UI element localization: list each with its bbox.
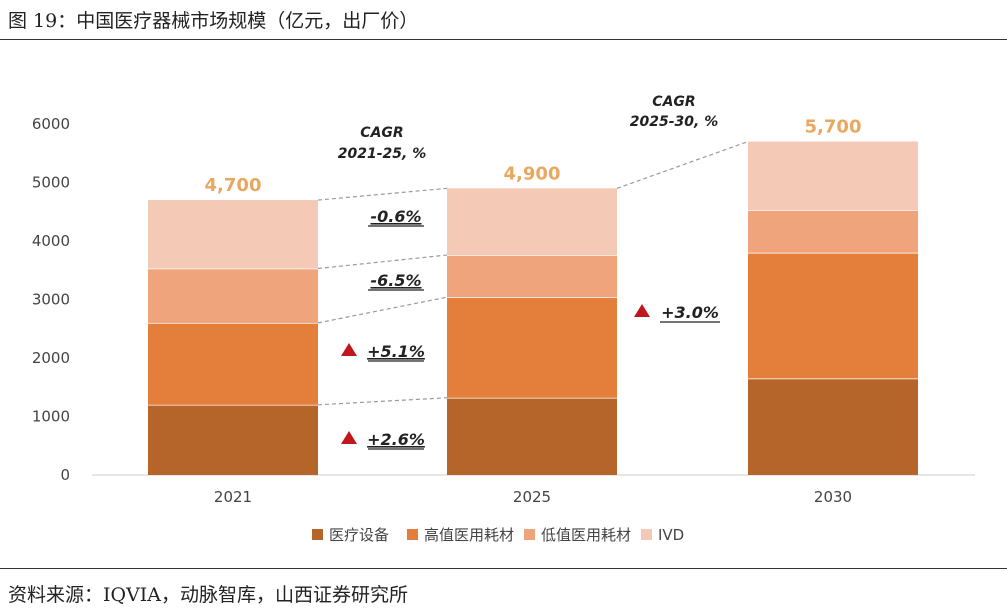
y-axis: 0 1000 2000 3000 4000 5000 6000 — [32, 115, 70, 484]
legend-swatch — [312, 529, 323, 540]
up-triangle-icon — [341, 343, 357, 356]
legend-label: 低值医用耗材 — [541, 526, 631, 544]
y-tick-label: 0 — [60, 466, 70, 484]
connector-line — [317, 296, 448, 324]
cagr-value: -6.5% — [370, 271, 421, 290]
bar-segment — [447, 297, 617, 398]
cagr-value: +2.6% — [367, 430, 425, 449]
connector-lines — [317, 140, 749, 406]
cagr-2025-30-heading-line2: 2025-30, % — [630, 114, 718, 130]
legend-swatch — [524, 529, 535, 540]
bar-segment — [748, 378, 918, 475]
connector-line — [317, 397, 448, 406]
total-label: 5,700 — [805, 117, 862, 138]
bar-segment — [148, 404, 318, 475]
x-tick-label: 2025 — [513, 488, 551, 506]
bars — [148, 141, 918, 475]
cagr-value: +5.1% — [367, 342, 425, 361]
y-tick-label: 4000 — [32, 232, 70, 250]
cagr-2021-25-heading-line1: CAGR — [360, 125, 403, 141]
figure-title: 图 19：中国医疗器械市场规模（亿元，出厂价） — [8, 10, 419, 32]
total-label: 4,700 — [205, 175, 262, 196]
cagr-values: -0.6% -6.5% +5.1% +2.6% +3.0% — [341, 207, 720, 450]
x-axis: 2021 2025 2030 — [214, 488, 852, 506]
total-label: 4,900 — [504, 163, 561, 184]
y-tick-label: 1000 — [32, 408, 70, 426]
bottom-rule — [0, 568, 1007, 569]
bar-segment — [148, 268, 318, 323]
connector-line — [616, 140, 749, 189]
cagr-2021-25-heading-line2: 2021-25, % — [338, 146, 426, 162]
x-tick-label: 2030 — [814, 488, 852, 506]
bar-segment — [748, 209, 918, 253]
legend-label: IVD — [658, 526, 684, 544]
bar-segment — [148, 200, 318, 269]
y-tick-label: 5000 — [32, 174, 70, 192]
total-labels: 4,700 4,900 5,700 — [205, 117, 862, 197]
legend-label: 高值医用耗材 — [424, 526, 514, 544]
connector-line — [317, 187, 448, 201]
bar-segment — [148, 322, 318, 405]
stacked-bar-chart: 0 1000 2000 3000 4000 5000 6000 4,700 4,900 5,70… — [32, 94, 975, 544]
bar-segment — [447, 255, 617, 298]
y-tick-label: 3000 — [32, 291, 70, 309]
bar-segment — [748, 141, 918, 210]
up-triangle-icon — [341, 431, 357, 444]
source-note: 资料来源：IQVIA，动脉智库，山西证券研究所 — [8, 584, 409, 606]
legend-swatch — [407, 529, 418, 540]
cagr-2025-30-heading-line1: CAGR — [652, 94, 695, 110]
cagr-value: +3.0% — [661, 303, 719, 322]
bar-segment — [748, 252, 918, 379]
legend-swatch — [641, 529, 652, 540]
y-tick-label: 6000 — [32, 115, 70, 133]
legend: 医疗设备 高值医用耗材 低值医用耗材 IVD — [312, 526, 684, 544]
top-rule — [0, 39, 1007, 40]
x-tick-label: 2021 — [214, 488, 252, 506]
bar-segment — [447, 188, 617, 256]
up-triangle-icon — [634, 304, 650, 317]
cagr-value: -0.6% — [370, 207, 421, 226]
legend-label: 医疗设备 — [329, 526, 389, 544]
connector-line — [317, 254, 448, 270]
y-tick-label: 2000 — [32, 349, 70, 367]
bar-segment — [447, 397, 617, 475]
